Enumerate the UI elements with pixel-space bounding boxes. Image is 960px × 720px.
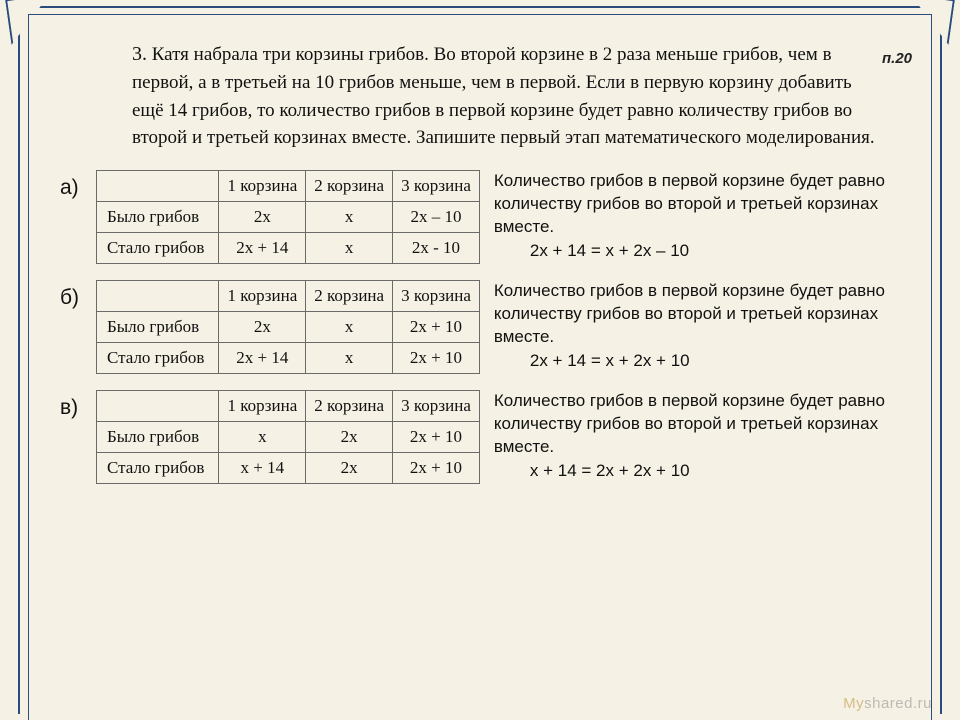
table-row-header: Стало грибов — [97, 342, 219, 373]
table-column-header: 2 корзина — [306, 390, 393, 421]
watermark: Мyshared.ru — [843, 695, 932, 712]
table-cell: x — [306, 201, 393, 232]
table-column-header: 3 корзина — [393, 280, 480, 311]
explanation-text: Количество грибов в первой корзине будет… — [494, 391, 885, 456]
option-row: в) 1 корзина2 корзина3 корзина Было грибов… — [60, 390, 924, 484]
table-cell: x — [306, 311, 393, 342]
explanation-text: Количество грибов в первой корзине будет… — [494, 281, 885, 346]
table-cell: 2x — [306, 452, 393, 483]
option-explanation: Количество грибов в первой корзине будет… — [488, 390, 924, 484]
explanation-equation: 2x + 14 = x + 2x – 10 — [494, 240, 924, 263]
watermark-part2: shared.ru — [864, 695, 932, 712]
explanation-text: Количество грибов в первой корзине будет… — [494, 171, 885, 236]
table-header-blank — [97, 280, 219, 311]
table-header-blank — [97, 390, 219, 421]
table-row-header: Стало грибов — [97, 452, 219, 483]
option-explanation: Количество грибов в первой корзине будет… — [488, 170, 924, 264]
table-row-header: Было грибов — [97, 201, 219, 232]
table-column-header: 2 корзина — [306, 280, 393, 311]
table-cell: x + 14 — [219, 452, 306, 483]
table-column-header: 1 корзина — [219, 170, 306, 201]
option-label: в) — [60, 390, 88, 420]
explanation-equation: x + 14 = 2x + 2x + 10 — [494, 460, 924, 483]
table-cell: 2x + 10 — [393, 452, 480, 483]
table-cell: 2x + 14 — [219, 232, 306, 263]
table-row-header: Было грибов — [97, 421, 219, 452]
table-cell: 2x - 10 — [393, 232, 480, 263]
table-header-blank — [97, 170, 219, 201]
explanation-equation: 2x + 14 = x + 2x + 10 — [494, 350, 924, 373]
table-cell: 2x — [219, 201, 306, 232]
table-row-header: Стало грибов — [97, 232, 219, 263]
option-row: а) 1 корзина2 корзина3 корзина Было грибов… — [60, 170, 924, 264]
option-label: а) — [60, 170, 88, 200]
table-cell: 2x – 10 — [393, 201, 480, 232]
table-column-header: 1 корзина — [219, 280, 306, 311]
option-table: 1 корзина2 корзина3 корзинаБыло грибов2x… — [96, 170, 480, 264]
table-column-header: 3 корзина — [393, 390, 480, 421]
problem-text: Катя набрала три корзины грибов. Во втор… — [132, 44, 875, 148]
table-column-header: 1 корзина — [219, 390, 306, 421]
problem-number: 3. — [132, 43, 147, 65]
table-column-header: 3 корзина — [393, 170, 480, 201]
table-cell: 2x + 10 — [393, 311, 480, 342]
table-cell: 2x + 14 — [219, 342, 306, 373]
table-cell: x — [306, 342, 393, 373]
table-cell: 2x + 10 — [393, 342, 480, 373]
table-row-header: Было грибов — [97, 311, 219, 342]
table-cell: x — [219, 421, 306, 452]
table-cell: x — [306, 232, 393, 263]
table-cell: 2x — [219, 311, 306, 342]
watermark-part1: Мy — [843, 695, 864, 712]
table-column-header: 2 корзина — [306, 170, 393, 201]
table-cell: 2x — [306, 421, 393, 452]
option-table: 1 корзина2 корзина3 корзинаБыло грибов2x… — [96, 280, 480, 374]
option-label: б) — [60, 280, 88, 310]
option-row: б) 1 корзина2 корзина3 корзина Было грибов… — [60, 280, 924, 374]
page-content: 3. Катя набрала три корзины грибов. Во в… — [60, 40, 924, 710]
problem-statement: 3. Катя набрала три корзины грибов. Во в… — [132, 40, 884, 152]
table-cell: 2x + 10 — [393, 421, 480, 452]
option-explanation: Количество грибов в первой корзине будет… — [488, 280, 924, 374]
option-table: 1 корзина2 корзина3 корзинаБыло грибовx2… — [96, 390, 480, 484]
